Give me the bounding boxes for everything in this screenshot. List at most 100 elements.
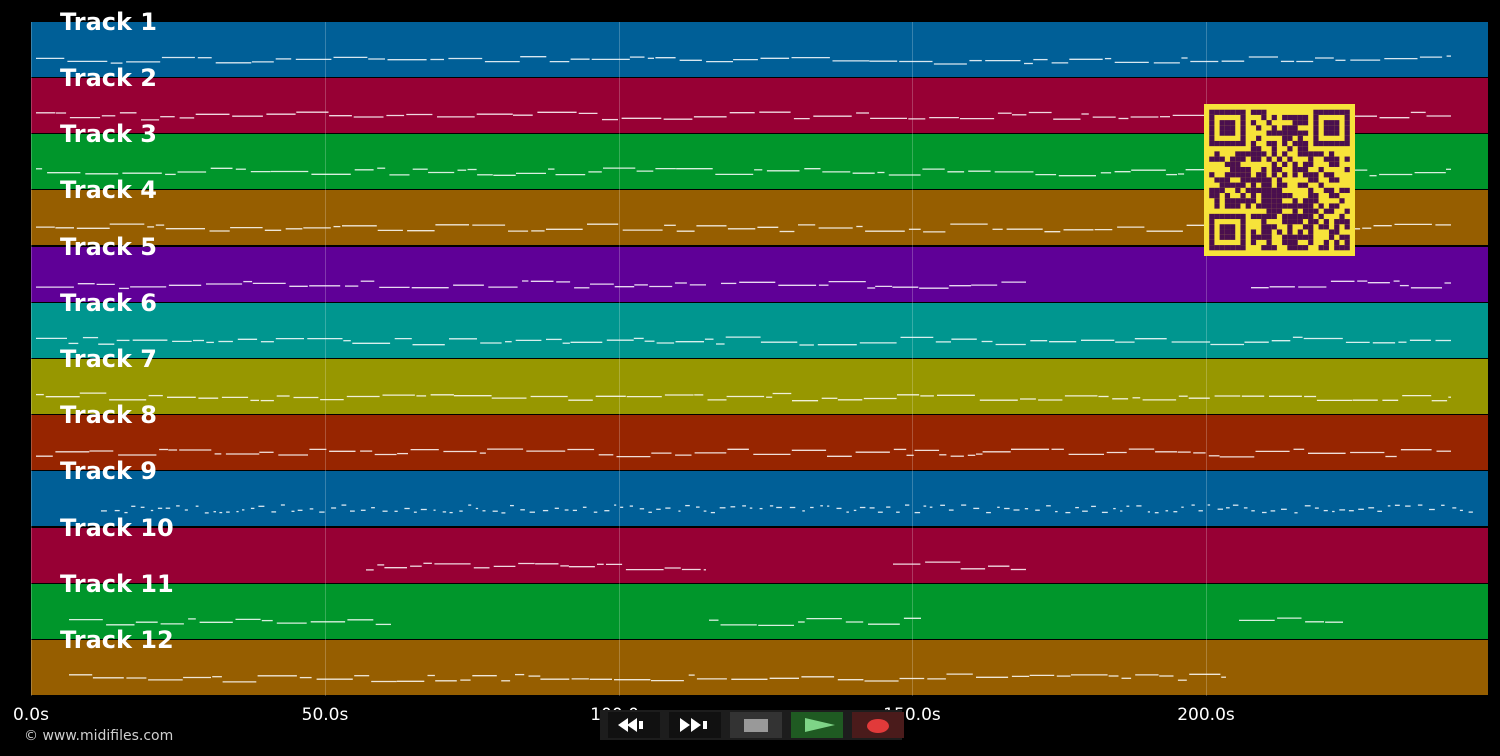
- gridline-0s: [31, 22, 32, 696]
- qr-module: [1240, 151, 1246, 157]
- qr-module: [1240, 193, 1246, 199]
- qr-module: [1235, 172, 1241, 178]
- qr-module: [1224, 125, 1231, 131]
- qr-module: [1209, 219, 1215, 225]
- qr-module: [1224, 161, 1231, 167]
- qr-module: [1308, 234, 1314, 240]
- record-button[interactable]: [852, 712, 904, 738]
- qr-module: [1224, 203, 1231, 209]
- qr-module: [1266, 203, 1272, 209]
- qr-module: [1214, 187, 1220, 194]
- qr-code-image[interactable]: [1204, 104, 1355, 256]
- qr-module: [1328, 193, 1335, 199]
- qr-module: [1250, 213, 1257, 220]
- qr-module: [1318, 109, 1324, 115]
- qr-module: [1261, 198, 1267, 204]
- stop-button[interactable]: [730, 712, 782, 738]
- qr-module: [1334, 224, 1340, 230]
- track-5-lane[interactable]: Track 5: [31, 233, 1488, 302]
- qr-module: [1282, 182, 1288, 188]
- qr-module: [1287, 125, 1293, 131]
- qr-module: [1219, 156, 1225, 162]
- qr-module: [1230, 213, 1236, 220]
- qr-module: [1292, 120, 1298, 126]
- record-icon: [867, 719, 889, 733]
- qr-module: [1302, 245, 1309, 251]
- qr-module: [1261, 245, 1267, 251]
- qr-module: [1235, 161, 1241, 167]
- gridline-100s: [619, 22, 620, 696]
- qr-module: [1323, 120, 1329, 126]
- qr-module: [1334, 109, 1340, 115]
- qr-module: [1250, 120, 1257, 126]
- qr-module: [1240, 135, 1246, 141]
- qr-module: [1214, 156, 1220, 162]
- qr-module: [1261, 224, 1267, 230]
- qr-module: [1344, 239, 1350, 246]
- qr-module: [1261, 151, 1267, 157]
- track-11-lane[interactable]: Track 11: [31, 570, 1488, 639]
- track-10-lane[interactable]: Track 10: [31, 514, 1488, 583]
- qr-module: [1334, 130, 1340, 136]
- qr-module: [1339, 234, 1345, 240]
- qr-module: [1287, 213, 1293, 220]
- qr-module: [1323, 219, 1329, 225]
- qr-module: [1339, 198, 1345, 204]
- qr-module: [1266, 213, 1272, 220]
- qr-module: [1323, 172, 1329, 178]
- qr-module: [1271, 114, 1277, 121]
- qr-module: [1209, 229, 1215, 235]
- rewind-button[interactable]: [608, 712, 660, 738]
- qr-module: [1235, 156, 1241, 162]
- qr-module: [1282, 161, 1288, 167]
- qr-module: [1297, 146, 1303, 152]
- qr-module: [1240, 109, 1246, 115]
- qr-module: [1266, 229, 1272, 235]
- qr-module: [1271, 130, 1277, 136]
- qr-module: [1339, 219, 1345, 225]
- qr-module: [1209, 239, 1215, 246]
- qr-module: [1245, 203, 1251, 209]
- play-button[interactable]: [791, 712, 843, 738]
- qr-module: [1344, 245, 1350, 251]
- qr-module: [1282, 125, 1288, 131]
- qr-module: [1302, 114, 1309, 121]
- qr-module: [1297, 120, 1303, 126]
- track-1-lane[interactable]: Track 1: [31, 8, 1488, 77]
- qr-module: [1250, 109, 1257, 115]
- track-8-lane[interactable]: Track 8: [31, 401, 1488, 470]
- qr-module: [1209, 109, 1215, 115]
- qr-module: [1313, 125, 1319, 131]
- qr-module: [1240, 125, 1246, 131]
- qr-module: [1328, 140, 1335, 147]
- qr-module: [1219, 130, 1225, 136]
- qr-module: [1266, 198, 1272, 204]
- qr-module: [1250, 234, 1257, 240]
- qr-module: [1209, 234, 1215, 240]
- track-11-label: Track 11: [60, 570, 174, 598]
- qr-module: [1276, 187, 1283, 194]
- qr-module: [1328, 208, 1335, 214]
- qr-module: [1245, 166, 1251, 173]
- qr-module: [1250, 140, 1257, 147]
- rewind-icon: [618, 718, 643, 732]
- qr-module: [1334, 156, 1340, 162]
- track-12-lane[interactable]: Track 12: [31, 626, 1488, 695]
- qr-module: [1256, 203, 1262, 209]
- track-7-label: Track 7: [60, 345, 158, 373]
- qr-module: [1323, 239, 1329, 246]
- qr-module: [1209, 193, 1215, 199]
- qr-module: [1328, 156, 1335, 162]
- qr-module: [1224, 193, 1231, 199]
- qr-module: [1302, 203, 1309, 209]
- qr-module: [1261, 166, 1267, 173]
- qr-module: [1261, 213, 1267, 220]
- qr-module: [1323, 187, 1329, 194]
- qr-module: [1334, 125, 1340, 131]
- track-9-lane[interactable]: Track 9: [31, 457, 1488, 526]
- fast-forward-button[interactable]: [669, 712, 721, 738]
- qr-module: [1339, 245, 1345, 251]
- track-6-lane[interactable]: Track 6: [31, 289, 1488, 358]
- track-7-lane[interactable]: Track 7: [31, 345, 1488, 414]
- qr-module: [1266, 140, 1272, 147]
